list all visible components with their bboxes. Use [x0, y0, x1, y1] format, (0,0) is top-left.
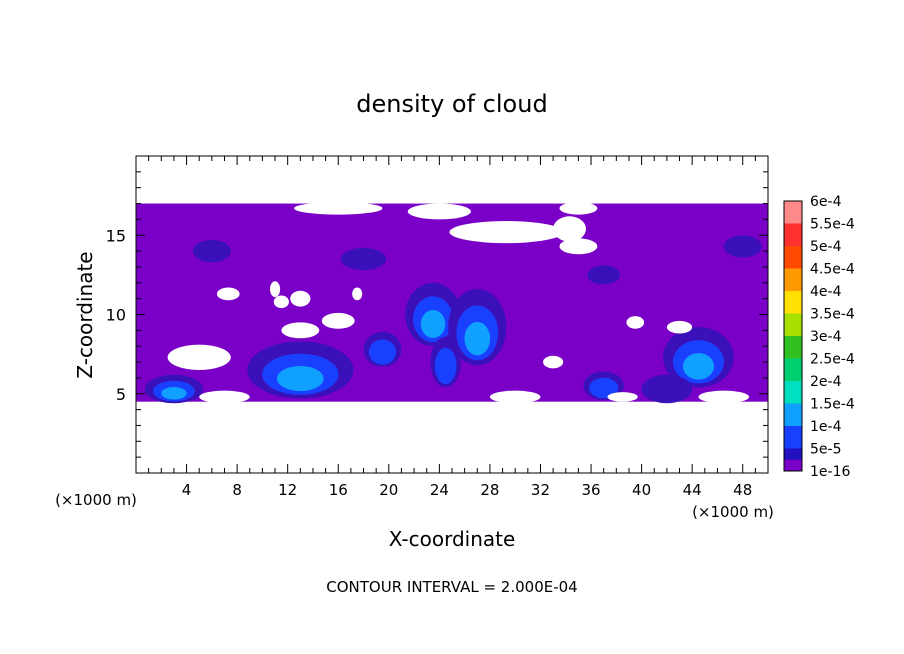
x-tick-label: 40: [632, 481, 651, 499]
x-tick-label: 4: [182, 481, 192, 499]
clear-region-9: [449, 220, 564, 244]
density-contour-0-level-3: [161, 386, 187, 400]
y-tick-labels: 5 10 15: [106, 226, 126, 404]
colorbar-swatch: [784, 426, 802, 449]
y-tick-label: 5: [116, 385, 126, 404]
colorbar-label: 5e-5: [810, 442, 841, 458]
density-contour-2-level-2: [368, 339, 397, 365]
density-contour-11-level-1: [723, 235, 762, 258]
clear-region-18: [698, 390, 750, 404]
clear-region-7: [167, 344, 231, 370]
clear-region-3: [290, 290, 311, 307]
clear-region-13: [559, 201, 598, 215]
density-contour-10-level-1: [340, 247, 387, 271]
x-tick-label: 16: [329, 481, 348, 499]
colorbar-label: 3.5e-4: [810, 307, 855, 323]
colorbar-frame: [783, 200, 803, 472]
density-contour-8-level-1: [641, 374, 693, 404]
x-tick-label: 8: [232, 481, 242, 499]
clear-region-19: [199, 390, 250, 404]
colorbar-swatch: [784, 313, 802, 336]
x-tick-label: 36: [581, 481, 600, 499]
clear-region-12: [407, 203, 471, 220]
clear-region-11: [294, 201, 383, 215]
clear-region-15: [666, 320, 693, 334]
clear-region-8: [559, 238, 598, 255]
colorbar: 6e-4 5.5e-4 5e-4 4.5e-4 4e-4 3.5e-4 3e-4 2.5e-4…: [783, 194, 855, 480]
clear-region-10: [553, 216, 586, 242]
x-tick-label: 48: [733, 481, 752, 499]
chart-title: density of cloud: [356, 90, 547, 118]
x-tick-label: 32: [531, 481, 550, 499]
colorbar-label: 1e-16: [810, 464, 850, 480]
x-tick-labels: 4 8 12 16 20 24 28 32 36 40 44 48: [182, 481, 752, 499]
colorbar-swatch: [784, 246, 802, 269]
density-contour-7-level-3: [682, 353, 715, 380]
clear-region-20: [489, 390, 541, 404]
colorbar-label: 6e-4: [810, 194, 842, 210]
clear-region-17: [607, 392, 638, 402]
colorbar-label: 2e-4: [810, 374, 842, 390]
clear-region-16: [543, 355, 564, 369]
x-axis-label: X-coordinate: [389, 527, 516, 551]
x-tick-label: 20: [379, 481, 398, 499]
density-contour-12-level-1: [587, 265, 621, 285]
colorbar-swatch: [784, 223, 802, 246]
density-contour-4-level-3: [464, 321, 491, 356]
colorbar-label: 5.5e-4: [810, 217, 855, 233]
density-contour-9-level-1: [192, 240, 231, 263]
clear-region-14: [626, 316, 645, 329]
colorbar-label: 1.5e-4: [810, 397, 855, 413]
colorbar-swatch: [784, 403, 802, 426]
density-contour-3-level-3: [420, 310, 446, 338]
colorbar-swatch: [784, 201, 802, 224]
colorbar-label: 4.5e-4: [810, 262, 855, 278]
x-tick-label: 12: [278, 481, 297, 499]
clear-region-6: [321, 312, 355, 329]
clear-region-2: [273, 295, 289, 309]
colorbar-swatch: [784, 358, 802, 381]
cloud-density-field: [136, 201, 768, 404]
colorbar-label: 5e-4: [810, 239, 842, 255]
x-unit-note-left: (×1000 m): [55, 491, 137, 509]
colorbar-label: 1e-4: [810, 419, 842, 435]
x-tick-label: 24: [430, 481, 449, 499]
contour-interval-note: CONTOUR INTERVAL = 2.000E-04: [326, 578, 577, 596]
colorbar-label: 3e-4: [810, 329, 842, 345]
y-tick-label: 15: [106, 226, 126, 245]
colorbar-swatch: [784, 268, 802, 291]
density-contour-5-level-2: [434, 347, 457, 385]
clear-region-1: [269, 281, 281, 298]
colorbar-swatch: [784, 336, 802, 359]
clear-region-4: [352, 287, 363, 301]
y-axis-label: Z-coordinate: [73, 251, 97, 378]
colorbar-swatch: [784, 291, 802, 314]
density-contour-6-level-2: [589, 377, 619, 399]
x-tick-label: 44: [683, 481, 702, 499]
x-unit-note-right: (×1000 m): [692, 503, 774, 521]
colorbar-swatch: [784, 381, 802, 404]
y-tick-label: 10: [106, 306, 126, 325]
density-contour-1-level-3: [276, 365, 324, 392]
clear-region-0: [216, 287, 240, 301]
colorbar-label: 4e-4: [810, 284, 842, 300]
colorbar-label: 2.5e-4: [810, 352, 855, 368]
colorbar-swatch-min: [784, 459, 802, 471]
axis-ticks: [136, 156, 768, 473]
clear-region-5: [281, 322, 320, 339]
x-tick-label: 28: [480, 481, 499, 499]
